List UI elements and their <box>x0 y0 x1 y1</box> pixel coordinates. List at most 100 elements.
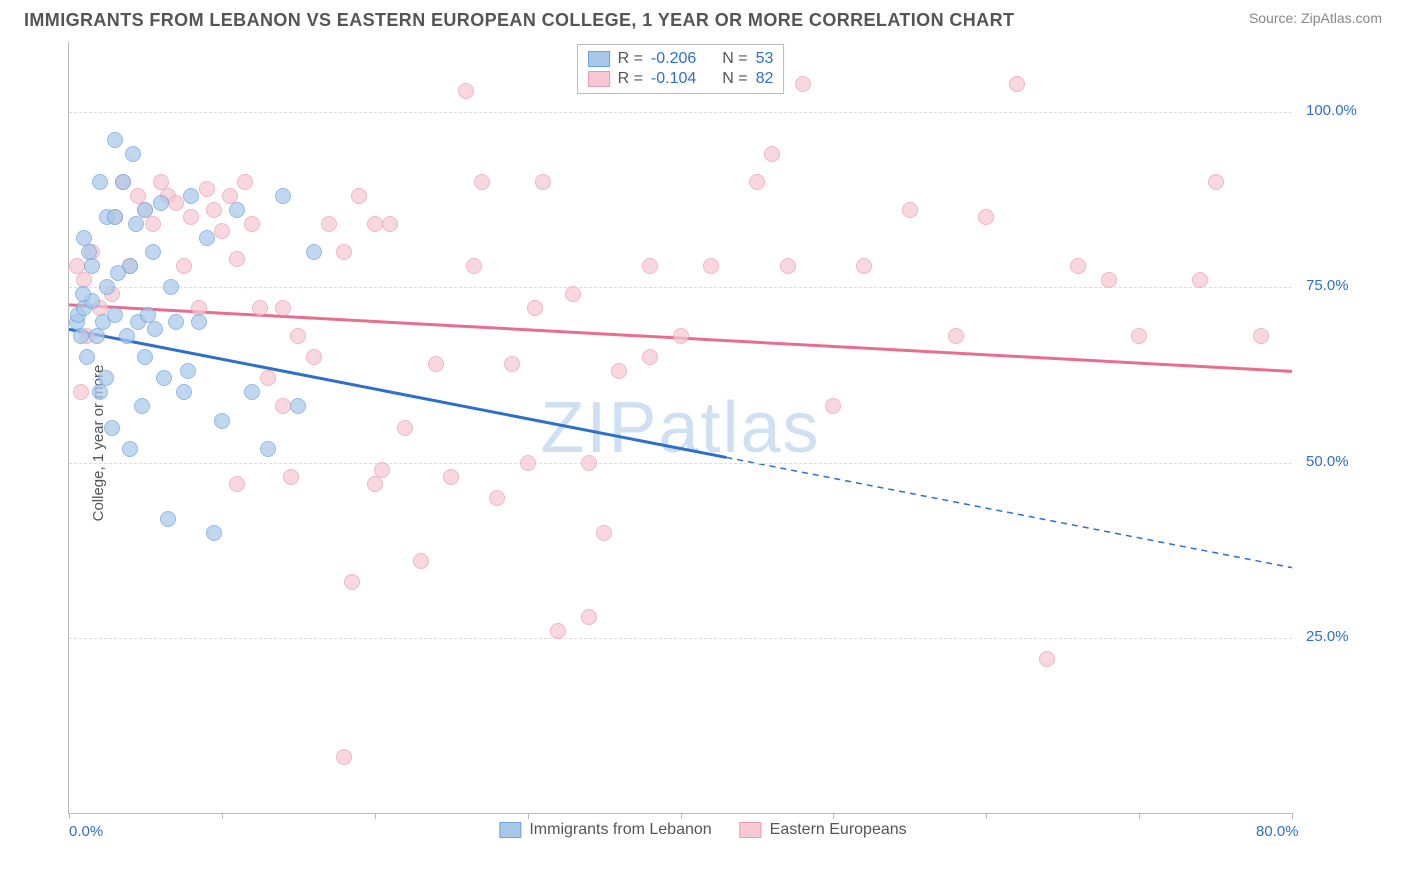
x-tick <box>222 813 223 819</box>
scatter-point-series1 <box>183 188 199 204</box>
legend-item: Eastern Europeans <box>740 821 907 839</box>
scatter-point-series1 <box>156 370 172 386</box>
scatter-point-series2 <box>458 83 474 99</box>
scatter-point-series1 <box>163 279 179 295</box>
scatter-point-series1 <box>244 384 260 400</box>
scatter-point-series1 <box>92 384 108 400</box>
scatter-point-series2 <box>321 216 337 232</box>
scatter-point-series2 <box>596 525 612 541</box>
scatter-point-series2 <box>336 749 352 765</box>
scatter-point-series1 <box>137 349 153 365</box>
x-tick <box>69 813 70 819</box>
scatter-point-series2 <box>1192 272 1208 288</box>
scatter-point-series2 <box>1070 258 1086 274</box>
scatter-point-series1 <box>191 314 207 330</box>
y-tick-label: 100.0% <box>1306 102 1357 119</box>
legend-swatch <box>588 51 610 67</box>
plot-area: ZIPatlas R =-0.206N =53R =-0.104N =82 25… <box>68 42 1292 814</box>
scatter-point-series1 <box>137 202 153 218</box>
scatter-point-series1 <box>229 202 245 218</box>
scatter-point-series1 <box>199 230 215 246</box>
y-tick-label: 50.0% <box>1306 453 1349 470</box>
scatter-point-series2 <box>214 223 230 239</box>
scatter-point-series1 <box>145 244 161 260</box>
scatter-point-series2 <box>825 398 841 414</box>
scatter-point-series1 <box>98 370 114 386</box>
scatter-point-series1 <box>290 398 306 414</box>
scatter-point-series2 <box>703 258 719 274</box>
scatter-point-series2 <box>466 258 482 274</box>
scatter-point-series2 <box>428 356 444 372</box>
x-tick <box>833 813 834 819</box>
scatter-point-series1 <box>104 420 120 436</box>
scatter-point-series2 <box>168 195 184 211</box>
scatter-point-series2 <box>520 455 536 471</box>
scatter-point-series2 <box>856 258 872 274</box>
legend-label: Immigrants from Lebanon <box>529 821 711 839</box>
scatter-point-series2 <box>260 370 276 386</box>
stat-n-label: N = <box>722 70 747 88</box>
scatter-point-series2 <box>351 188 367 204</box>
scatter-point-series2 <box>1208 174 1224 190</box>
scatter-point-series2 <box>1101 272 1117 288</box>
source-link[interactable]: ZipAtlas.com <box>1301 10 1382 26</box>
scatter-point-series2 <box>275 300 291 316</box>
scatter-point-series2 <box>199 181 215 197</box>
regression-lines-layer <box>69 42 1292 813</box>
scatter-point-series2 <box>673 328 689 344</box>
x-tick <box>1292 813 1293 819</box>
scatter-point-series2 <box>252 300 268 316</box>
scatter-point-series2 <box>229 251 245 267</box>
stat-n-label: N = <box>722 50 747 68</box>
x-tick <box>1139 813 1140 819</box>
gridline <box>69 112 1292 113</box>
gridline <box>69 638 1292 639</box>
scatter-point-series1 <box>275 188 291 204</box>
scatter-point-series2 <box>290 328 306 344</box>
x-axis-min-label: 0.0% <box>69 823 103 840</box>
scatter-point-series1 <box>128 216 144 232</box>
scatter-point-series2 <box>550 623 566 639</box>
scatter-point-series2 <box>611 363 627 379</box>
bottom-legend: Immigrants from Lebanon Eastern Europeans <box>499 821 906 839</box>
x-tick <box>528 813 529 819</box>
scatter-point-series1 <box>107 209 123 225</box>
scatter-point-series1 <box>147 321 163 337</box>
scatter-point-series2 <box>489 490 505 506</box>
scatter-point-series2 <box>795 76 811 92</box>
legend-label: Eastern Europeans <box>770 821 907 839</box>
scatter-point-series2 <box>1253 328 1269 344</box>
scatter-point-series2 <box>206 202 222 218</box>
scatter-point-series1 <box>176 384 192 400</box>
scatter-point-series1 <box>99 279 115 295</box>
scatter-point-series2 <box>749 174 765 190</box>
stat-r-value: -0.104 <box>651 70 696 88</box>
scatter-point-series1 <box>115 174 131 190</box>
chart-title: IMMIGRANTS FROM LEBANON VS EASTERN EUROP… <box>24 10 1014 31</box>
scatter-point-series2 <box>948 328 964 344</box>
scatter-point-series2 <box>382 216 398 232</box>
scatter-point-series1 <box>81 244 97 260</box>
scatter-point-series2 <box>229 476 245 492</box>
scatter-point-series2 <box>275 398 291 414</box>
scatter-point-series2 <box>413 553 429 569</box>
scatter-point-series2 <box>283 469 299 485</box>
x-axis-max-label: 80.0% <box>1256 823 1299 840</box>
gridline <box>69 463 1292 464</box>
scatter-point-series2 <box>642 349 658 365</box>
legend-swatch <box>499 822 521 838</box>
scatter-point-series2 <box>780 258 796 274</box>
scatter-point-series2 <box>145 216 161 232</box>
scatter-point-series2 <box>902 202 918 218</box>
scatter-point-series1 <box>107 307 123 323</box>
scatter-point-series2 <box>183 209 199 225</box>
scatter-point-series2 <box>581 455 597 471</box>
scatter-point-series2 <box>336 244 352 260</box>
scatter-point-series1 <box>73 328 89 344</box>
scatter-point-series2 <box>374 462 390 478</box>
scatter-point-series2 <box>237 174 253 190</box>
scatter-point-series2 <box>642 258 658 274</box>
scatter-point-series1 <box>125 146 141 162</box>
stat-r-value: -0.206 <box>651 50 696 68</box>
y-tick-label: 75.0% <box>1306 277 1349 294</box>
